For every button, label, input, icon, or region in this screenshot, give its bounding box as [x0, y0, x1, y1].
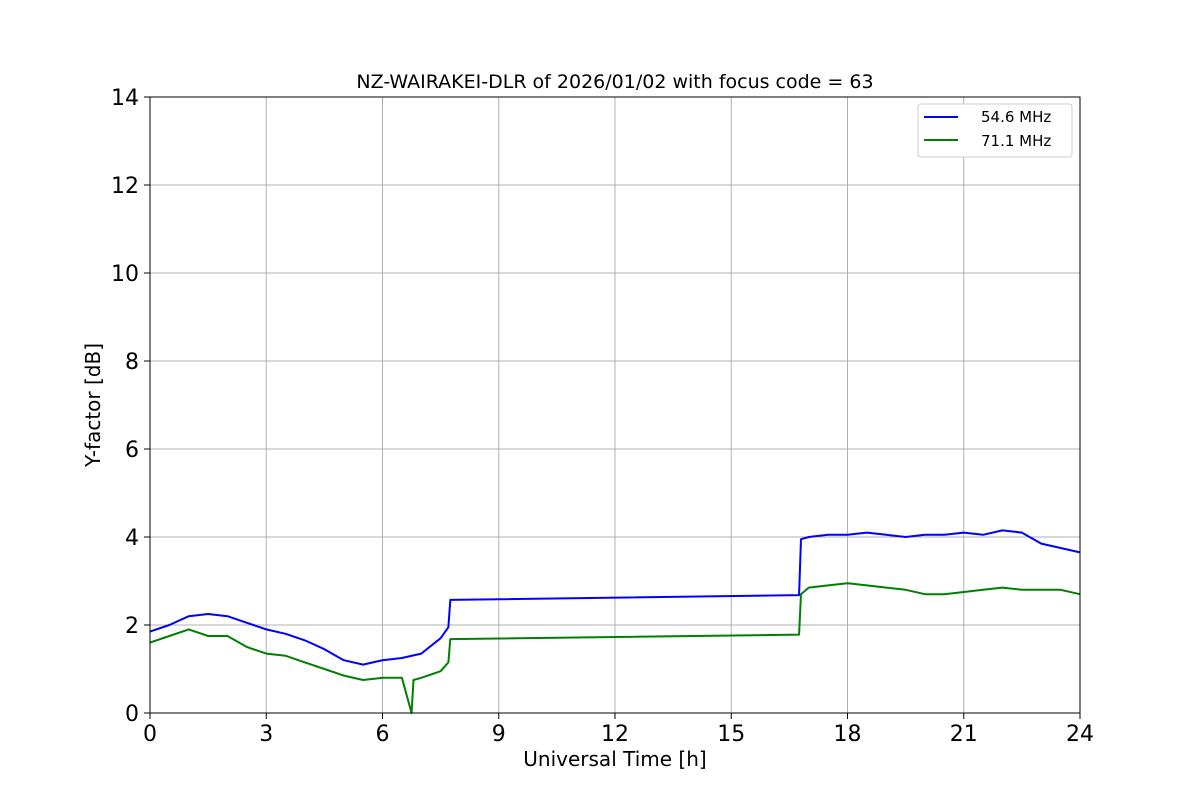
x-tick-label: 15	[717, 722, 745, 747]
x-axis-label: Universal Time [h]	[523, 747, 706, 771]
legend-label-71-1: 71.1 MHz	[981, 132, 1051, 150]
x-tick-label: 21	[950, 722, 978, 747]
x-tick-label: 3	[259, 722, 273, 747]
x-tick-label: 24	[1066, 722, 1094, 747]
series-line-71-1-mhz	[149, 582, 1081, 714]
y-tick-label: 10	[111, 262, 139, 287]
x-tick-label: 9	[492, 722, 506, 747]
y-tick-label: 0	[125, 702, 139, 727]
y-tick-label: 2	[125, 614, 139, 639]
chart-title: NZ-WAIRAKEI-DLR of 2026/01/02 with focus…	[356, 71, 873, 93]
x-tick-label: 0	[143, 722, 157, 747]
series-lines	[149, 529, 1081, 714]
y-tick-label: 4	[125, 526, 139, 551]
series-line-54-6-mhz	[149, 529, 1081, 666]
y-axis-label: Y-factor [dB]	[81, 343, 105, 468]
y-tick-label: 6	[125, 438, 139, 463]
legend-label-54-6: 54.6 MHz	[981, 108, 1051, 126]
y-tick-label: 8	[125, 350, 139, 375]
y-tick-label: 14	[111, 86, 139, 111]
legend: 54.6 MHz 71.1 MHz	[917, 103, 1073, 158]
x-tick-label: 6	[376, 722, 390, 747]
x-tick-label: 18	[834, 722, 862, 747]
y-tick-label: 12	[111, 174, 139, 199]
x-tick-label: 12	[601, 722, 629, 747]
